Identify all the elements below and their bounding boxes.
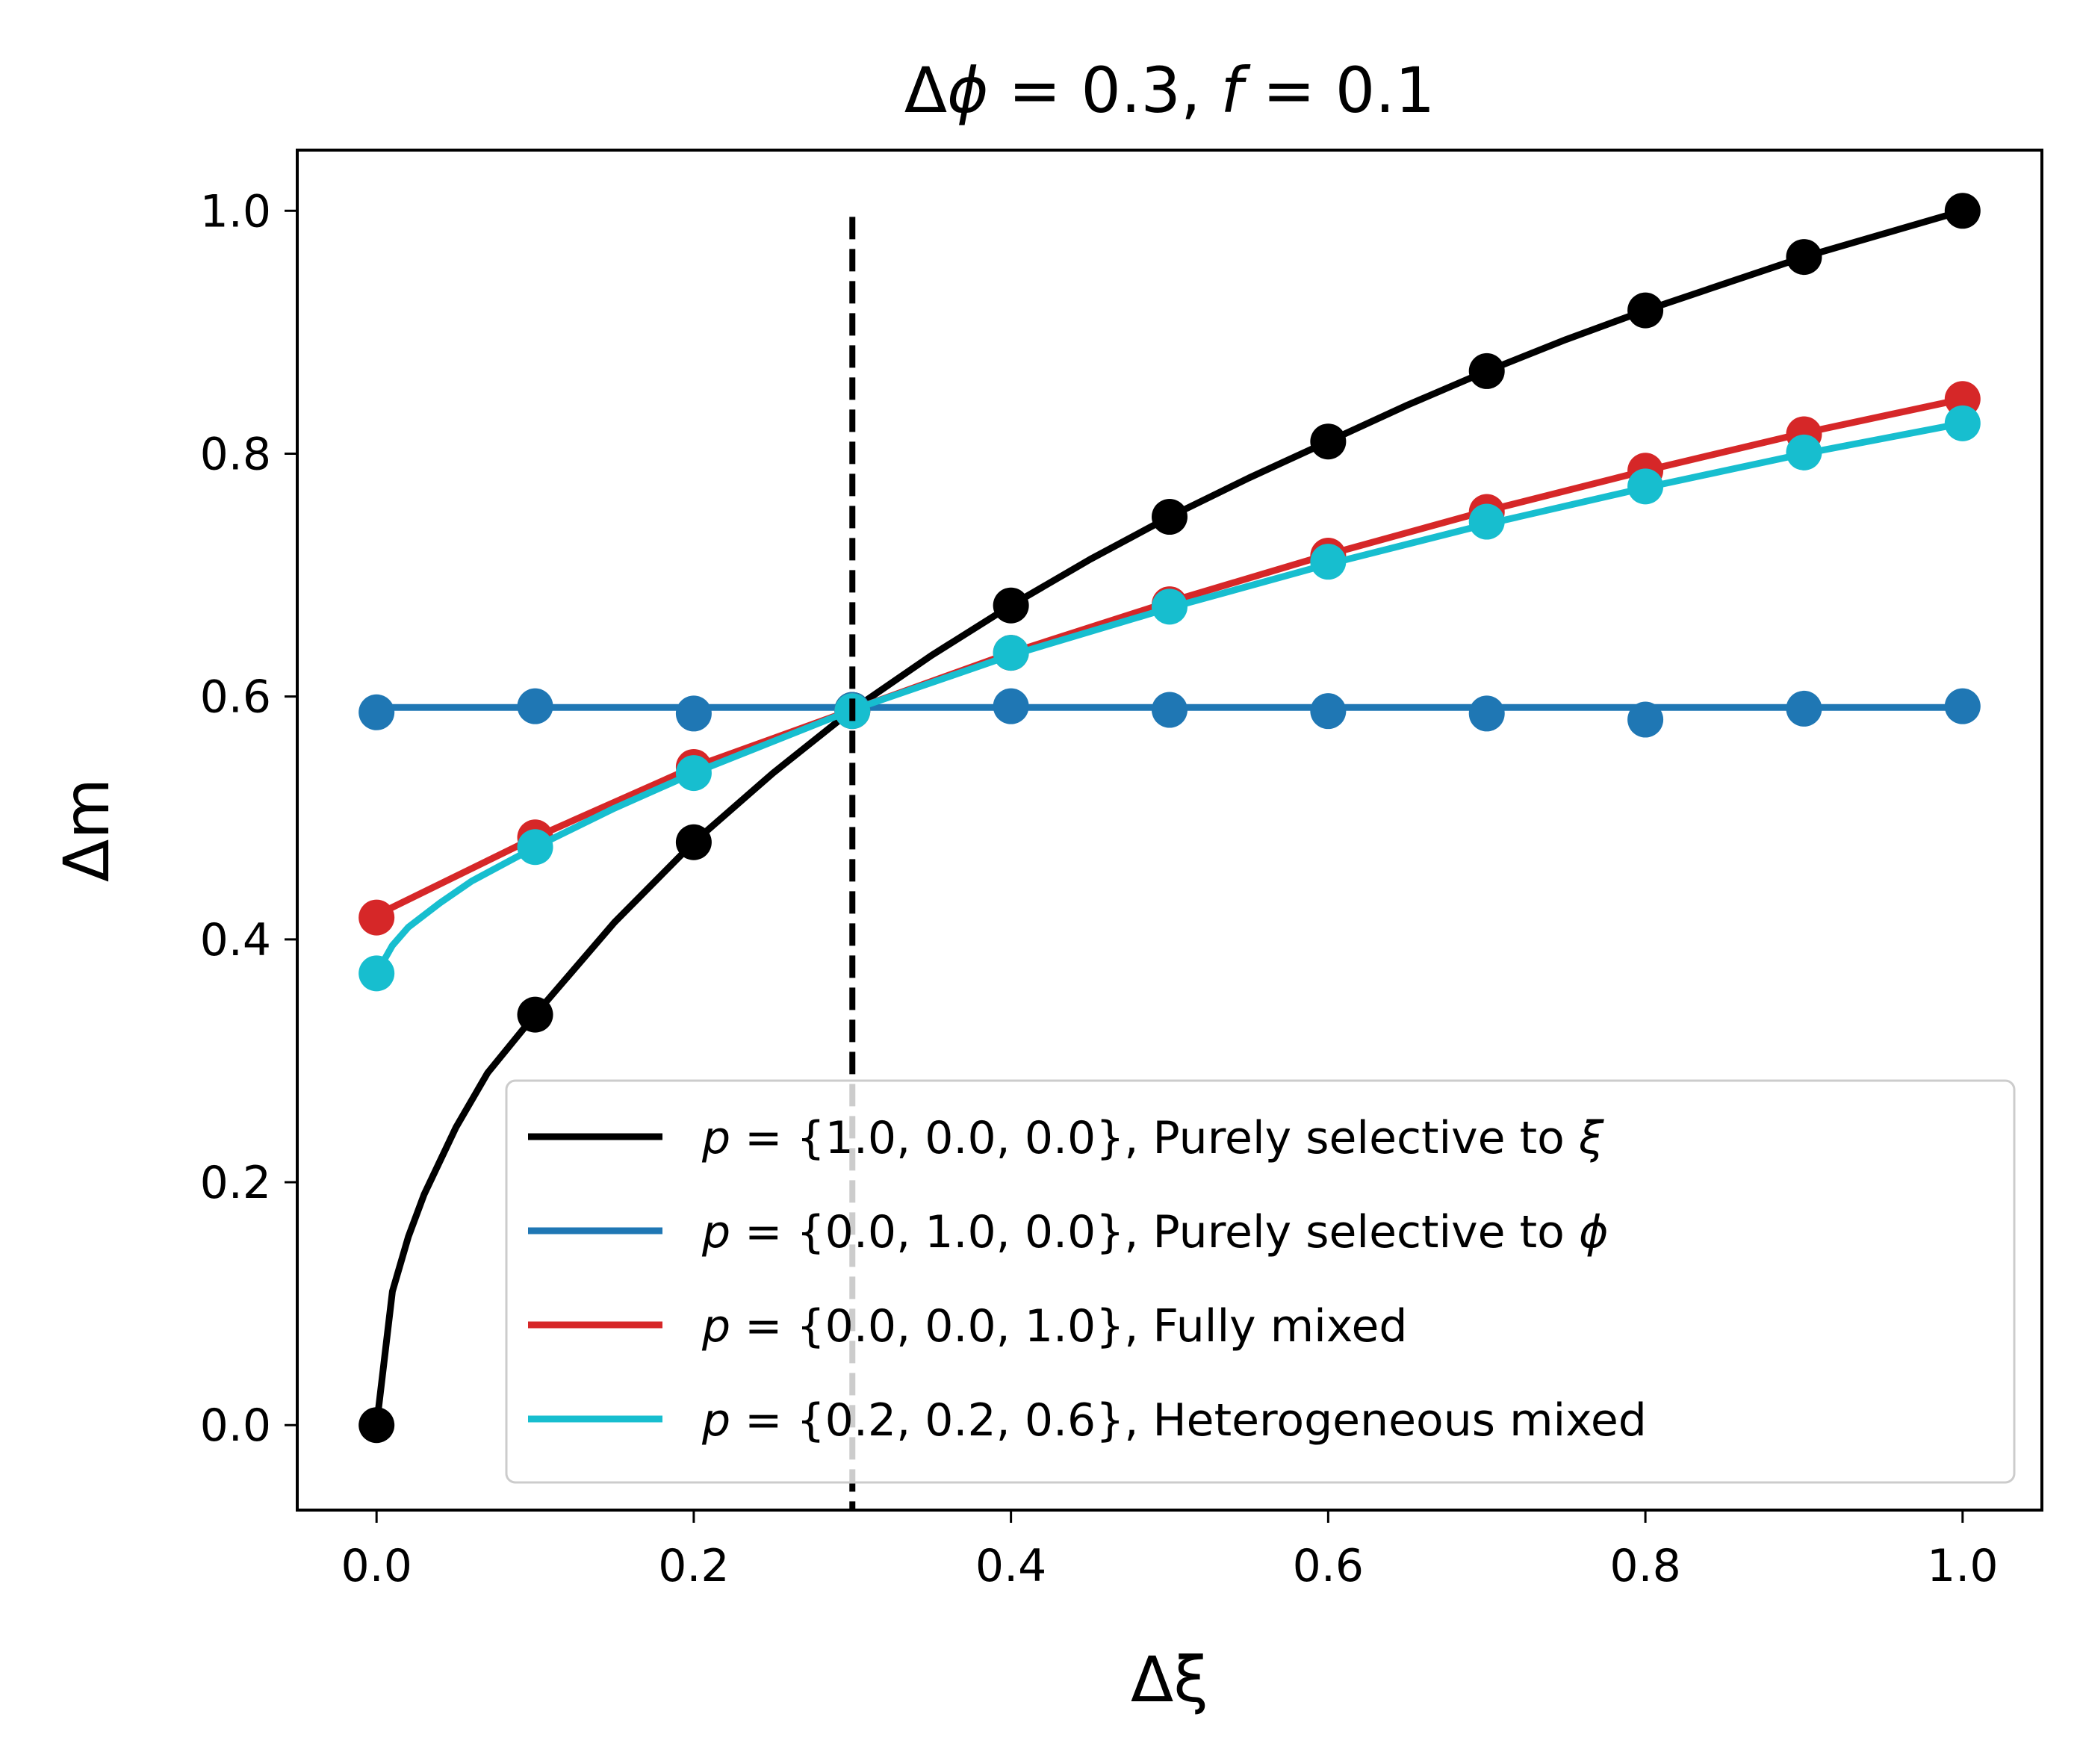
data-point (1944, 688, 1981, 724)
data-point (517, 996, 553, 1033)
y-tick-label: 0.6 (200, 671, 271, 724)
data-point (675, 755, 712, 792)
data-point (358, 1407, 395, 1444)
x-axis-label: Δξ (1131, 1643, 1208, 1716)
data-point (1627, 701, 1664, 738)
data-point (675, 824, 712, 860)
data-point (993, 635, 1029, 671)
data-point (358, 899, 395, 936)
y-tick-label: 0.8 (200, 428, 271, 480)
plot-area (358, 193, 1981, 1510)
data-point (1468, 503, 1505, 540)
data-point (1944, 405, 1981, 441)
x-tick-label: 0.8 (1609, 1540, 1680, 1592)
y-tick-label: 0.0 (200, 1400, 271, 1452)
data-point (1310, 693, 1347, 730)
data-point (1152, 499, 1187, 535)
data-point (1152, 588, 1187, 625)
data-point (993, 587, 1029, 624)
x-tick-label: 0.6 (1293, 1540, 1364, 1592)
data-point (1310, 544, 1347, 580)
series-line (373, 420, 1963, 975)
legend-box (505, 1079, 2016, 1484)
data-point (1786, 239, 1822, 276)
y-tick-label: 0.4 (200, 914, 271, 966)
x-tick-label: 1.0 (1927, 1540, 1998, 1592)
data-point (1468, 353, 1505, 389)
data-point (1152, 692, 1187, 728)
data-point (993, 688, 1029, 724)
data-point (517, 829, 553, 866)
legend-label: p = {0.2, 0.2, 0.6}, Heterogeneous mixed (701, 1394, 1647, 1447)
chart-title: Δϕ = 0.3, f = 0.1 (904, 54, 1435, 127)
data-point (1786, 690, 1822, 727)
data-point (358, 955, 395, 992)
data-point (1944, 193, 1981, 229)
legend-label: p = {0.0, 0.0, 1.0}, Fully mixed (701, 1300, 1408, 1352)
y-axis-label: Δm (50, 778, 123, 882)
legend-label: p = {1.0, 0.0, 0.0}, Purely selective to… (701, 1112, 1604, 1164)
data-point (1310, 423, 1347, 460)
x-tick-label: 0.2 (658, 1540, 729, 1592)
legend-label: p = {0.0, 1.0, 0.0}, Purely selective to… (701, 1206, 1609, 1258)
data-point (1627, 292, 1664, 329)
plot-frame (296, 149, 2043, 1512)
data-point (1627, 468, 1664, 505)
x-tick-label: 0.0 (341, 1540, 412, 1592)
data-point (1786, 434, 1822, 470)
y-tick-label: 1.0 (200, 185, 271, 237)
series-0 (358, 193, 1981, 1444)
legend: p = {1.0, 0.0, 0.0}, Purely selective to… (505, 1079, 2016, 1484)
data-point (517, 688, 553, 724)
x-tick-label: 0.4 (975, 1540, 1046, 1592)
series-3 (358, 405, 1981, 992)
data-point (675, 695, 712, 732)
data-point (1468, 695, 1505, 732)
y-tick-label: 0.2 (200, 1157, 271, 1209)
axis-ticks: 0.0 0.2 0.4 0.6 0.8 1.0 0.0 0.2 0.4 0.6 0.8 1.0 (200, 185, 1999, 1592)
data-point (358, 694, 395, 730)
